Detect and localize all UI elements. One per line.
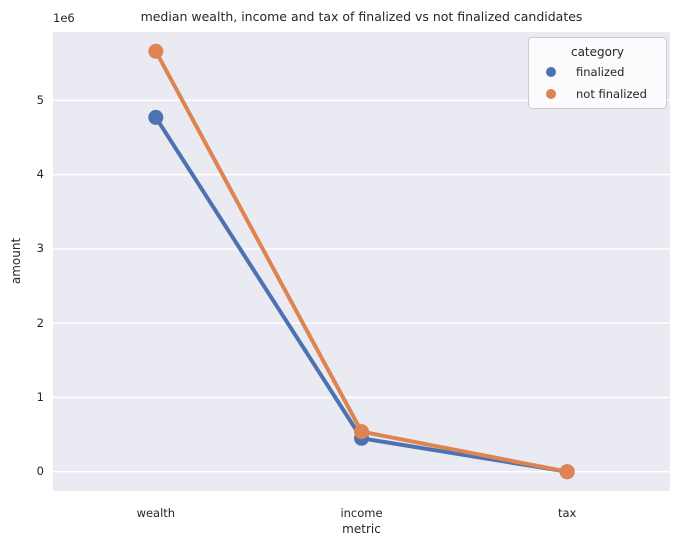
data-point-finalized-wealth	[148, 109, 164, 125]
legend-item-label: not finalized	[576, 87, 647, 101]
legend-items: finalized not finalized	[529, 61, 666, 105]
legend-item-finalized: finalized	[529, 61, 666, 83]
y-tick-label: 3	[36, 241, 44, 256]
data-point-not-finalized-tax	[559, 464, 575, 480]
legend: category finalized not finalized	[528, 37, 667, 109]
y-tick-label: 1	[36, 389, 44, 404]
x-tick-label-wealth: wealth	[136, 506, 176, 520]
x-axis-label: metric	[342, 522, 381, 536]
legend-title: category	[570, 45, 625, 59]
y-tick-labels: 0 1 2 3 4 5	[0, 0, 53, 550]
legend-marker-icon	[546, 89, 556, 99]
data-point-not-finalized-wealth	[148, 43, 164, 59]
legend-marker-icon	[546, 67, 556, 77]
data-point-not-finalized-income	[354, 424, 369, 440]
x-tick-label-income: income	[340, 506, 383, 520]
chart-title: median wealth, income and tax of finaliz…	[140, 9, 583, 24]
y-tick-label: 4	[36, 167, 44, 182]
y-tick-label: 0	[36, 464, 44, 479]
legend-item-label: finalized	[576, 65, 625, 79]
x-tick-label-tax: tax	[557, 506, 577, 520]
y-axis-offset-label: 1e6	[53, 11, 75, 25]
y-tick-label: 2	[36, 315, 44, 330]
legend-item-not-finalized: not finalized	[529, 83, 666, 105]
y-tick-label: 5	[36, 92, 44, 107]
